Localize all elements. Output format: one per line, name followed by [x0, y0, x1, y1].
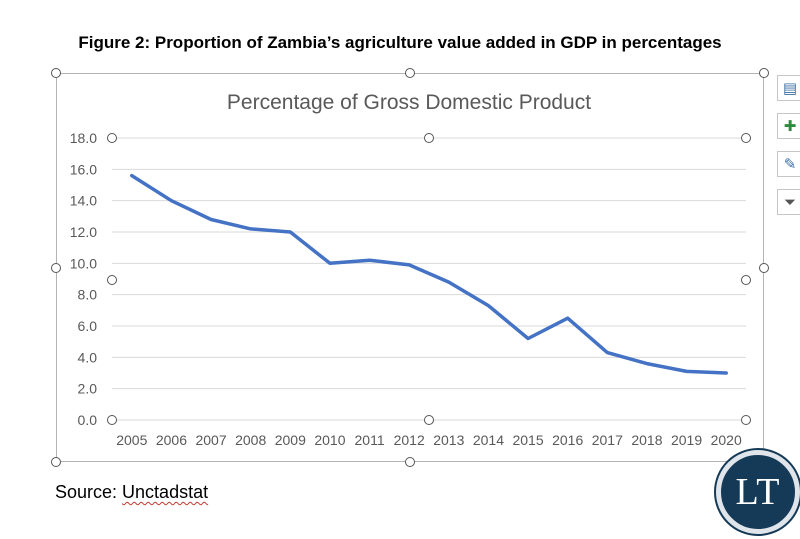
y-tick-label: 8.0	[78, 287, 98, 303]
lusaka-times-logo: LT	[716, 450, 800, 534]
x-tick-label: 2011	[355, 432, 385, 448]
plot-area-resize-handle[interactable]	[741, 415, 751, 425]
series-line	[130, 173, 728, 375]
x-tick-label: 2007	[195, 432, 226, 448]
chart-elements-plus-button[interactable]: ✚	[777, 113, 800, 139]
y-tick-label: 4.0	[78, 349, 98, 365]
chart-elements-plus-icon: ✚	[783, 117, 797, 135]
chart-filters-funnel-icon: ⏷	[783, 193, 796, 211]
chart-resize-handle[interactable]	[759, 68, 769, 78]
layout-options-button[interactable]: ▤	[777, 75, 800, 101]
x-tick-label: 2019	[671, 432, 702, 448]
chart-styles-brush-icon: ✎	[783, 155, 797, 173]
x-tick-label: 2018	[631, 432, 662, 448]
chart-resize-handle[interactable]	[51, 68, 61, 78]
source-name: Unctadstat	[122, 482, 209, 502]
plot-area-resize-handle[interactable]	[424, 133, 434, 143]
plot-area-resize-handle[interactable]	[107, 275, 117, 285]
y-tick-label: 12.0	[70, 224, 97, 240]
y-tick-label: 0.0	[78, 412, 98, 428]
chart-title: Percentage of Gross Domestic Product	[227, 91, 591, 114]
x-tick-label: 2013	[433, 432, 464, 448]
chart-resize-handle[interactable]	[51, 457, 61, 467]
plot-area-resize-handle[interactable]	[107, 415, 117, 425]
plot-area-resize-handle[interactable]	[424, 415, 434, 425]
source-note: Source: Unctadstat	[55, 482, 208, 503]
source-label: Source:	[55, 482, 123, 502]
x-tick-label: 2008	[235, 432, 266, 448]
x-tick-label: 2020	[711, 432, 742, 448]
y-tick-label: 2.0	[78, 381, 98, 397]
x-tick-label: 2012	[394, 432, 425, 448]
x-tick-label: 2014	[473, 432, 504, 448]
y-tick-label: 18.0	[70, 130, 97, 146]
x-tick-label: 2006	[156, 432, 187, 448]
x-tick-label: 2017	[592, 432, 623, 448]
chart-resize-handle[interactable]	[759, 263, 769, 273]
y-tick-label: 10.0	[70, 255, 97, 271]
x-tick-label: 2015	[512, 432, 543, 448]
x-tick-label: 2010	[314, 432, 345, 448]
chart-filters-funnel-button[interactable]: ⏷	[777, 189, 800, 215]
figure-title: Figure 2: Proportion of Zambia’s agricul…	[78, 33, 722, 52]
chart-resize-handle[interactable]	[405, 68, 415, 78]
layout-options-icon: ▤	[782, 79, 798, 97]
y-tick-label: 16.0	[70, 161, 97, 177]
plot-area-resize-handle[interactable]	[107, 133, 117, 143]
plot-area-resize-handle[interactable]	[741, 133, 751, 143]
chart-styles-brush-button[interactable]: ✎	[777, 151, 800, 177]
chart-resize-handle[interactable]	[51, 263, 61, 273]
x-tick-label: 2009	[275, 432, 306, 448]
y-tick-label: 14.0	[70, 193, 97, 209]
y-tick-label: 6.0	[78, 318, 98, 334]
chart-resize-handle[interactable]	[405, 457, 415, 467]
x-tick-label: 2005	[116, 432, 147, 448]
plot-area-resize-handle[interactable]	[741, 275, 751, 285]
x-tick-label: 2016	[552, 432, 583, 448]
